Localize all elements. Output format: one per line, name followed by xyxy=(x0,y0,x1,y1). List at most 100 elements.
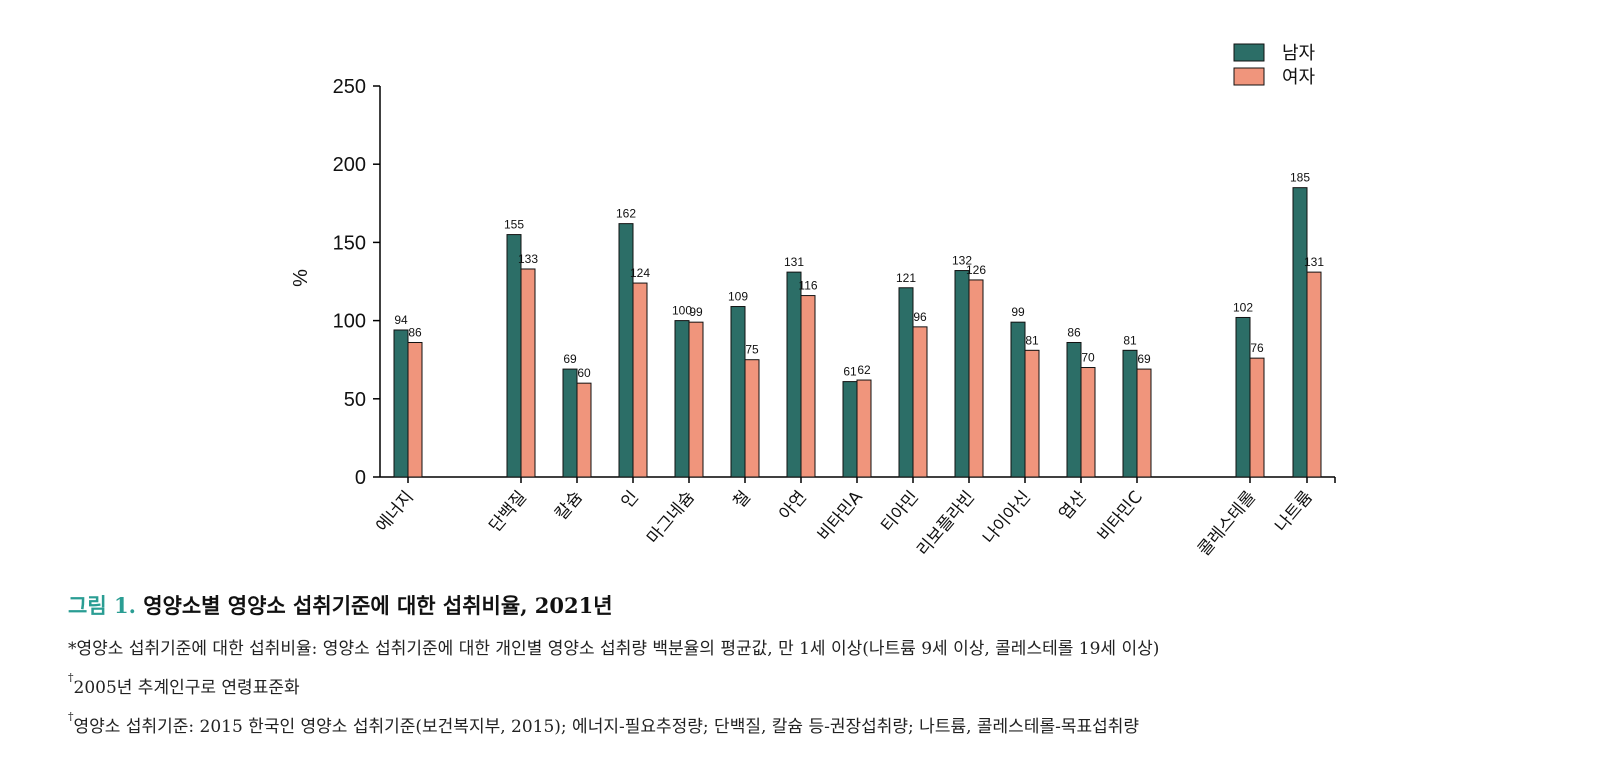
x-tick-label: 인 xyxy=(617,487,642,512)
data-label: 131 xyxy=(1304,255,1324,269)
bar-male xyxy=(562,368,578,478)
data-label: 162 xyxy=(616,207,636,221)
bar-male xyxy=(618,223,634,478)
bar-male xyxy=(786,271,802,478)
data-label: 86 xyxy=(408,325,422,339)
bars: 94 155 69 162 100 109 131 61 121 132 99 86 81 102 185 8… xyxy=(393,171,1324,478)
x-tick-label: 아연 xyxy=(775,487,810,524)
bar-female xyxy=(1080,367,1096,478)
x-tick-label: 티아민 xyxy=(877,487,922,536)
data-label: 99 xyxy=(1011,305,1025,319)
x-tick-label: 콜레스테롤 xyxy=(1194,487,1260,560)
note-2-text: 2005년 추계인구로 연령표준화 xyxy=(73,678,300,698)
data-label: 69 xyxy=(1137,352,1151,366)
data-label: 133 xyxy=(518,252,538,266)
figure-caption: 그림 1. 영양소별 영양소 섭취기준에 대한 섭취비율, 2021년 *영양소… xyxy=(68,590,1608,737)
data-label: 81 xyxy=(1025,333,1039,347)
y-tick-label: 150 xyxy=(333,232,366,254)
bar-male xyxy=(1235,316,1251,478)
data-label: 109 xyxy=(728,290,748,304)
bar-female xyxy=(1136,368,1152,478)
bar-female xyxy=(1024,349,1040,478)
bar-male xyxy=(393,329,409,478)
bar-male xyxy=(730,306,746,478)
figure-label: 그림 1. xyxy=(68,593,136,618)
data-label: 126 xyxy=(966,263,986,277)
y-tick-label: 0 xyxy=(355,467,366,489)
x-tick-label: 나이아신 xyxy=(979,487,1035,548)
x-tick-label: 비타민C xyxy=(1094,487,1147,545)
bar-female xyxy=(576,382,592,478)
bar-female xyxy=(407,341,423,478)
bar-chart: 0 50 100 150 200 250% 에너지 단백질 칼슘 인 마그네슘 철 아연 비타민A 티아민… xyxy=(290,43,1336,560)
y-axis-label: % xyxy=(290,269,312,287)
data-label: 86 xyxy=(1067,325,1081,339)
bar-female xyxy=(1306,271,1322,478)
bar-male xyxy=(954,270,970,478)
data-label: 75 xyxy=(745,343,759,357)
bar-female xyxy=(520,268,536,478)
legend-swatch-male xyxy=(1233,43,1265,62)
bar-male xyxy=(842,381,858,478)
bar-female xyxy=(632,282,648,478)
bar-female xyxy=(856,379,872,478)
caption-note-1: *영양소 섭취기준에 대한 섭취비율: 영양소 섭취기준에 대한 개인별 영양소… xyxy=(68,639,1160,659)
note-2-mark: † xyxy=(68,671,74,684)
legend-label-male: 남자 xyxy=(1282,43,1316,64)
data-label: 96 xyxy=(913,310,927,324)
x-tick-label: 엽산 xyxy=(1055,487,1091,524)
y-axis: 0 50 100 150 200 250% xyxy=(290,76,381,489)
bar-male xyxy=(506,234,522,478)
bar-male xyxy=(1122,349,1138,478)
bar-male xyxy=(1292,187,1308,478)
x-tick-label: 비타민A xyxy=(814,487,867,545)
data-label: 60 xyxy=(577,366,591,380)
data-label: 116 xyxy=(798,279,817,293)
legend-swatch-female xyxy=(1233,67,1265,86)
data-label: 155 xyxy=(504,218,524,232)
bar-male xyxy=(674,320,690,478)
data-label: 131 xyxy=(784,255,804,269)
x-tick-label: 칼슘 xyxy=(551,487,586,524)
data-label: 185 xyxy=(1290,171,1310,185)
data-label: 132 xyxy=(952,254,972,268)
y-tick-label: 50 xyxy=(344,389,366,411)
note-3-text: 영양소 섭취기준: 2015 한국인 영양소 섭취기준(보건복지부, 2015)… xyxy=(73,717,1140,737)
y-tick-label: 200 xyxy=(333,154,366,176)
bar-female xyxy=(744,359,760,478)
x-tick-label: 리보플라빈 xyxy=(913,487,979,560)
bar-female xyxy=(688,321,704,478)
x-tick-label: 나트륨 xyxy=(1271,487,1316,536)
data-label: 124 xyxy=(630,266,650,280)
bar-male xyxy=(898,287,914,478)
data-label: 94 xyxy=(394,313,408,327)
bar-female xyxy=(912,326,928,478)
bar-female xyxy=(800,295,816,478)
bar-female xyxy=(968,279,984,478)
legend-label-female: 여자 xyxy=(1282,67,1316,88)
x-tick-label: 마그네슘 xyxy=(643,487,699,548)
caption-title-text: 영양소별 영양소 섭취기준에 대한 섭취비율, 2021년 xyxy=(143,593,613,618)
y-tick-label: 250 xyxy=(333,76,366,98)
data-label: 69 xyxy=(563,352,577,366)
data-label: 99 xyxy=(689,305,703,319)
data-label: 102 xyxy=(1233,300,1253,314)
data-label: 76 xyxy=(1250,341,1264,355)
y-tick-label: 100 xyxy=(333,311,366,333)
x-tick-label: 철 xyxy=(729,487,754,512)
caption-note-3: †영양소 섭취기준: 2015 한국인 영양소 섭취기준(보건복지부, 2015… xyxy=(68,710,1608,737)
caption-title: 그림 1. 영양소별 영양소 섭취기준에 대한 섭취비율, 2021년 xyxy=(68,590,1608,620)
bar-male xyxy=(1066,341,1082,478)
note-3-mark: † xyxy=(68,710,74,723)
bar-male xyxy=(1010,321,1026,478)
data-label: 61 xyxy=(843,365,857,379)
data-label: 121 xyxy=(896,271,916,285)
caption-note-2: †2005년 추계인구로 연령표준화 xyxy=(68,671,1608,698)
x-tick-label: 에너지 xyxy=(372,487,417,536)
data-label: 62 xyxy=(857,363,871,377)
data-label: 70 xyxy=(1081,351,1095,365)
bar-female xyxy=(1249,357,1265,478)
data-label: 81 xyxy=(1123,333,1137,347)
